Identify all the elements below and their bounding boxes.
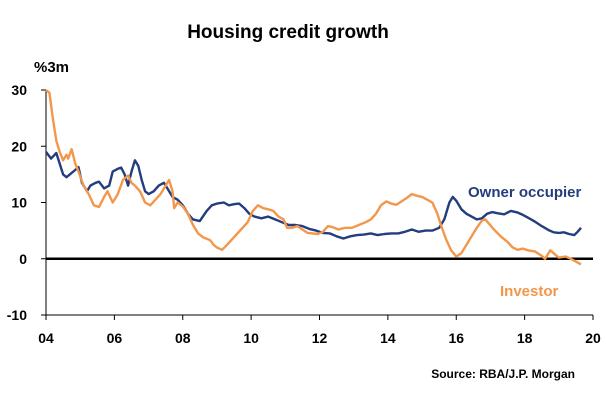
source-note: Source: RBA/J.P. Morgan <box>431 367 575 381</box>
x-tick-label: 12 <box>312 330 328 346</box>
x-tick-label: 06 <box>107 330 123 346</box>
series-line-owner-occupier <box>45 151 582 240</box>
y-tick-label: -10 <box>7 307 27 323</box>
x-tick-label: 08 <box>175 330 191 346</box>
y-ticks: -10 0 10 20 30 <box>7 82 46 323</box>
y-unit-label: %3m <box>34 59 69 76</box>
y-tick-label: 30 <box>11 82 27 98</box>
x-ticks: 04 06 08 10 12 14 16 18 20 <box>38 315 601 346</box>
x-tick-label: 10 <box>243 330 259 346</box>
y-tick-label: 0 <box>19 251 27 267</box>
x-tick-label: 20 <box>585 330 601 346</box>
y-tick-label: 20 <box>11 138 27 154</box>
x-tick-label: 04 <box>38 330 54 346</box>
series-label-owner-occupier: Owner occupier <box>468 184 582 201</box>
chart-title: Housing credit growth <box>187 22 389 43</box>
x-tick-label: 14 <box>380 330 396 346</box>
series-label-investor: Investor <box>500 283 559 300</box>
y-tick-label: 10 <box>11 195 27 211</box>
x-tick-label: 18 <box>517 330 533 346</box>
series-line-investor <box>45 89 582 266</box>
x-tick-label: 16 <box>448 330 464 346</box>
